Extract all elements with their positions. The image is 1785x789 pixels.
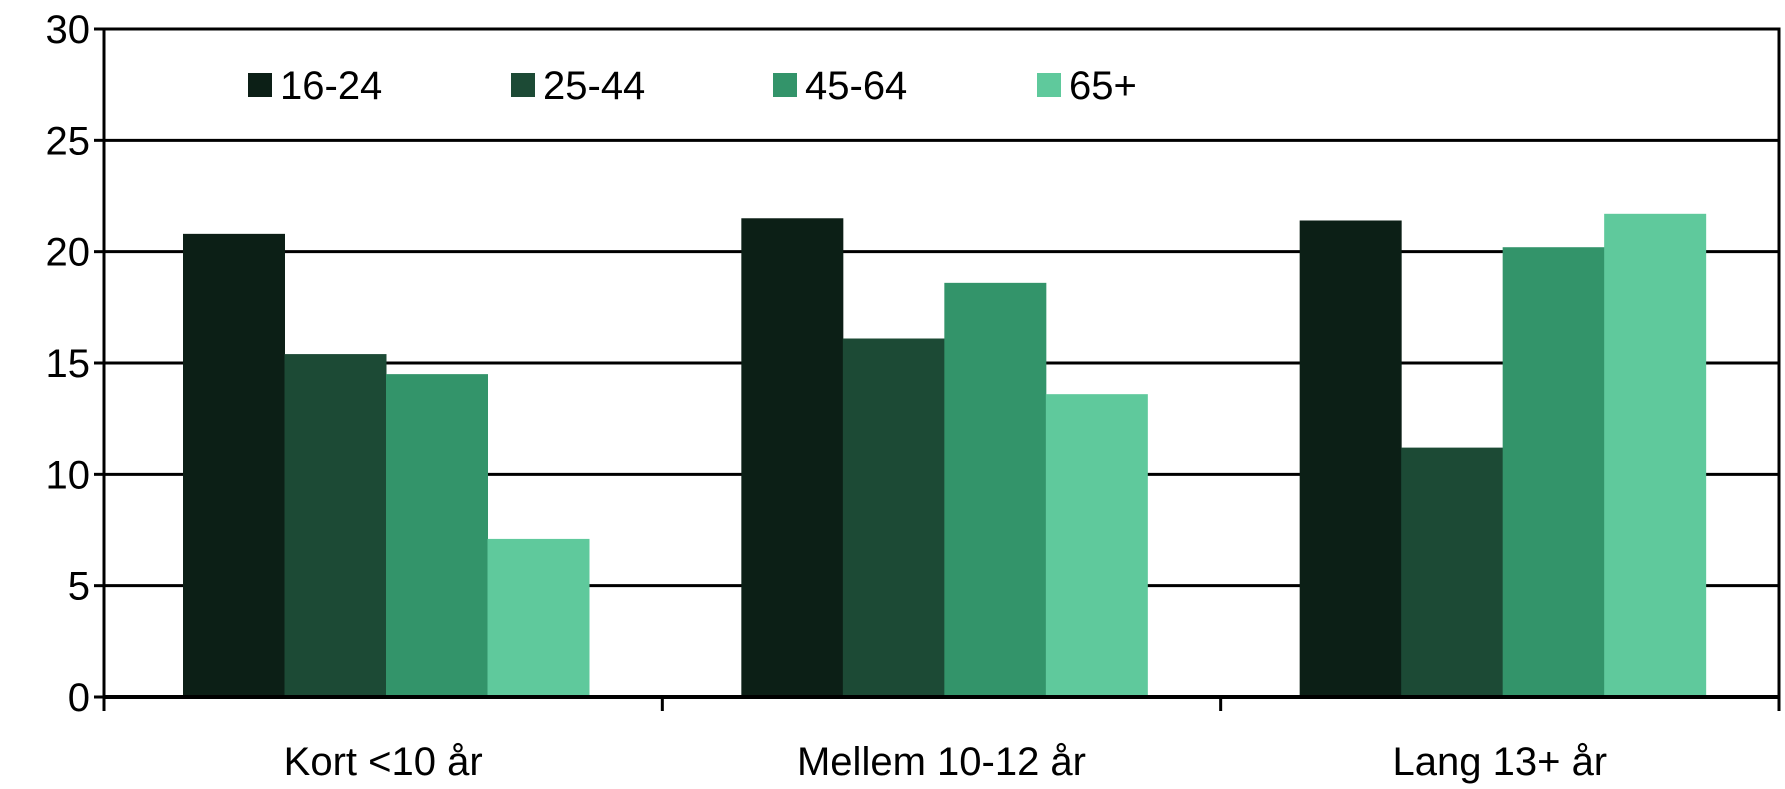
x-category-label: Lang 13+ år — [1393, 740, 1608, 784]
x-category-label: Mellem 10-12 år — [797, 740, 1086, 784]
bar-16-24-2 — [1299, 220, 1402, 697]
bar-65+-0 — [487, 538, 590, 697]
y-tick-label: 20 — [46, 231, 91, 275]
y-tick-label: 0 — [68, 676, 90, 720]
legend-label: 16-24 — [280, 64, 382, 108]
legend-swatch-25-44 — [511, 73, 535, 97]
bar-16-24-0 — [183, 233, 285, 697]
bar-45-64-1 — [944, 282, 1047, 697]
y-tick-label: 15 — [46, 342, 91, 386]
y-tick-label: 10 — [46, 453, 91, 497]
y-tick-label: 30 — [46, 8, 91, 52]
legend-swatch-65+ — [1037, 73, 1061, 97]
legend-swatch-45-64 — [773, 73, 797, 97]
bars — [183, 213, 1707, 698]
bar-16-24-1 — [741, 218, 844, 697]
bar-45-64-0 — [386, 374, 488, 697]
bar-65+-2 — [1604, 213, 1707, 697]
y-tick-labels: 0 5 10 15 20 25 30 — [46, 8, 104, 720]
x-category-labels: Kort <10 år Mellem 10-12 år Lang 13+ år — [284, 740, 1607, 784]
bar-45-64-2 — [1502, 247, 1605, 698]
legend: 16-24 25-44 45-64 65+ — [248, 64, 1137, 108]
legend-label: 45-64 — [805, 64, 907, 108]
bar-25-44-0 — [284, 354, 387, 697]
legend-label: 65+ — [1069, 64, 1137, 108]
legend-label: 25-44 — [543, 64, 645, 108]
x-category-label: Kort <10 år — [284, 740, 483, 784]
y-tick-label: 5 — [68, 565, 90, 609]
y-tick-label: 25 — [46, 119, 91, 163]
legend-swatch-16-24 — [248, 73, 272, 97]
bar-25-44-2 — [1401, 447, 1504, 697]
bar-65+-1 — [1045, 394, 1148, 697]
bar-25-44-1 — [842, 338, 945, 697]
axes — [102, 695, 1781, 711]
